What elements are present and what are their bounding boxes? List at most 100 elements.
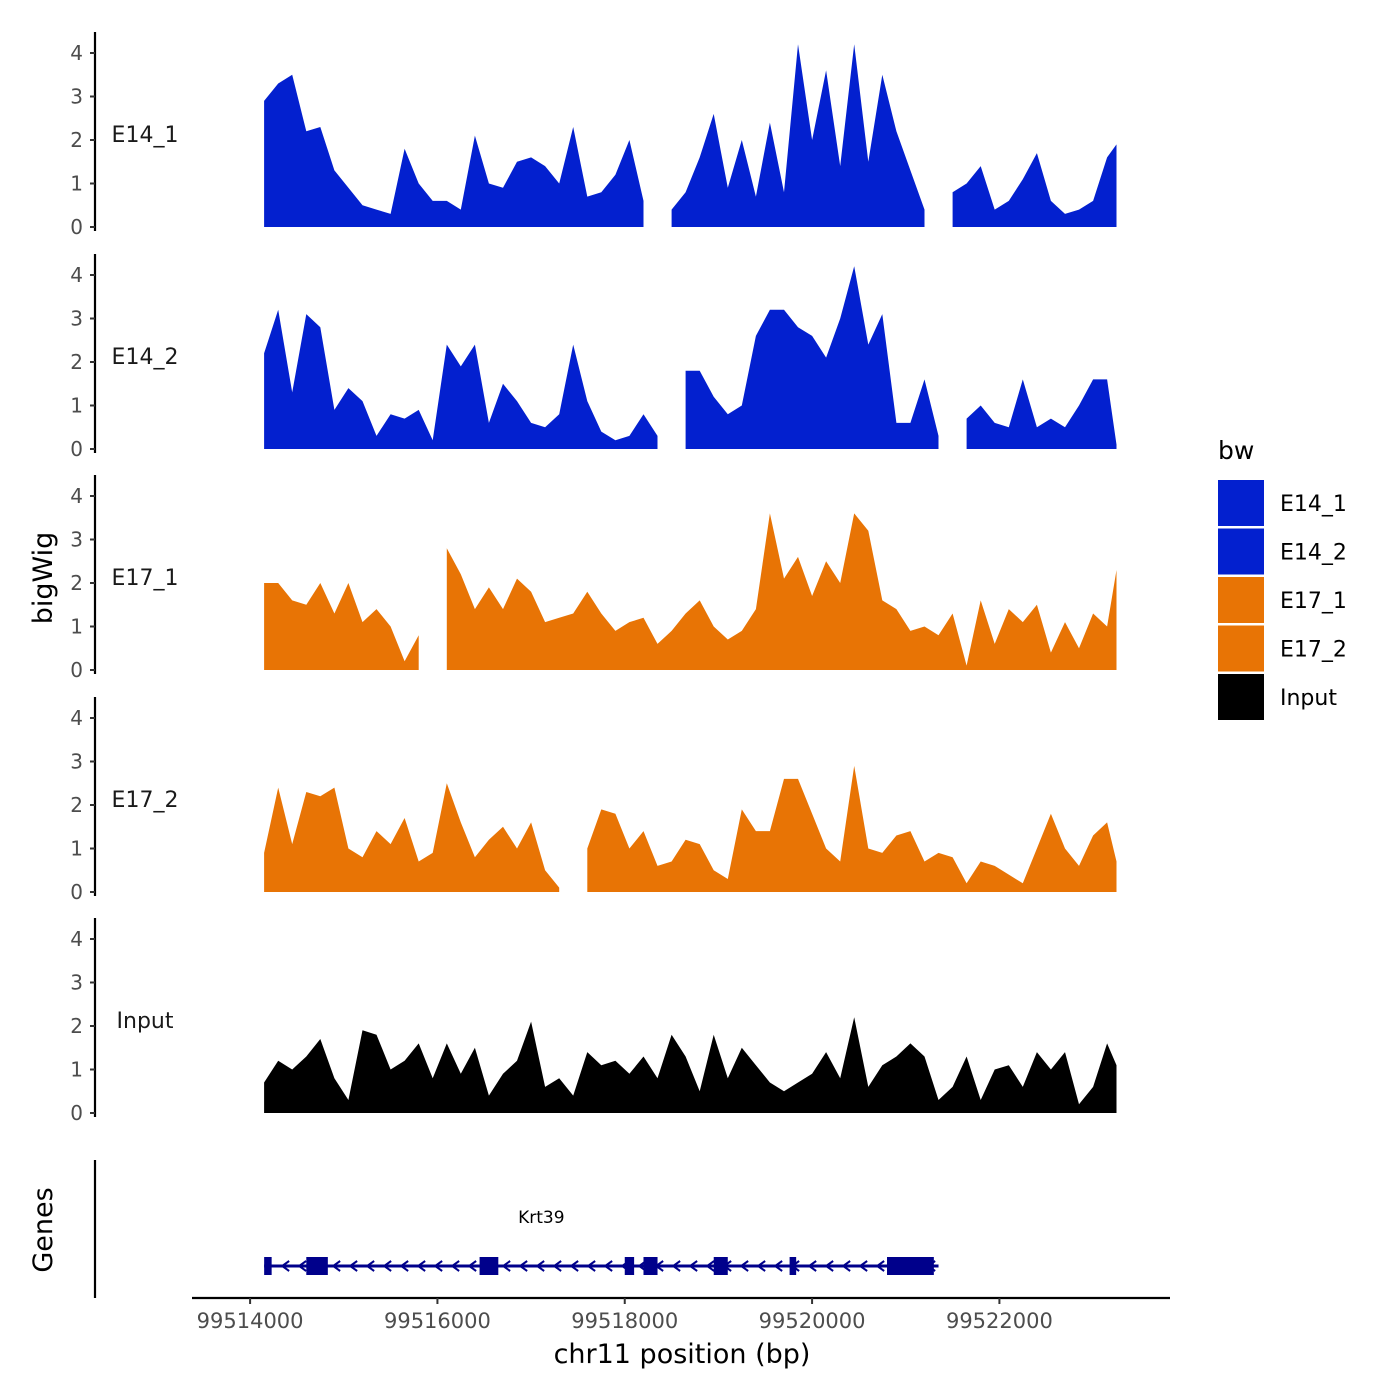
track-label: E14_1 xyxy=(112,123,179,148)
track-label: Input xyxy=(117,1009,174,1034)
y-tick-label: 4 xyxy=(70,41,83,65)
signal-area xyxy=(264,1017,1117,1113)
strand-arrow xyxy=(773,1260,783,1272)
strand-arrow xyxy=(399,1260,409,1272)
y-tick-label: 1 xyxy=(70,1058,83,1082)
track-e17-1: 0 1 2 3 4 E17_1 xyxy=(70,475,1117,682)
signal-area xyxy=(446,513,1117,670)
y-tick-label: 3 xyxy=(70,750,83,774)
signal-area xyxy=(966,379,1117,449)
strand-arrow xyxy=(280,1260,290,1272)
strand-arrow xyxy=(433,1260,443,1272)
strand-arrow xyxy=(739,1260,749,1272)
strand-arrow xyxy=(416,1260,426,1272)
x-tick-label: 99516000 xyxy=(384,1309,491,1333)
strand-arrow xyxy=(824,1260,834,1272)
strand-arrow xyxy=(586,1260,596,1272)
signal-area xyxy=(587,765,1117,892)
signal-area xyxy=(671,44,925,227)
strand-arrow xyxy=(705,1260,715,1272)
strand-arrow xyxy=(518,1260,528,1272)
tracks-group: 0 1 2 3 4 E14_1 0 1 2 3 4 E14_2 0 1 2 3 4 E17_1 0 1 2 3 4 E17_2… xyxy=(70,32,1117,1125)
y-tick-label: 4 xyxy=(70,927,83,951)
track-label: E17_1 xyxy=(112,566,179,591)
strand-arrow xyxy=(382,1260,392,1272)
legend-swatch xyxy=(1218,674,1264,720)
x-axis-title: chr11 position (bp) xyxy=(554,1339,811,1370)
strand-arrow xyxy=(450,1260,460,1272)
strand-arrow xyxy=(858,1260,868,1272)
strand-arrow xyxy=(841,1260,851,1272)
x-tick-label: 99520000 xyxy=(759,1309,866,1333)
strand-arrow xyxy=(671,1260,681,1272)
strand-arrow xyxy=(756,1260,766,1272)
signal-area xyxy=(264,583,419,670)
strand-arrow xyxy=(535,1260,545,1272)
exon xyxy=(789,1257,797,1275)
legend-swatch xyxy=(1218,625,1264,672)
track-e14-1: 0 1 2 3 4 E14_1 xyxy=(70,32,1117,239)
track-label: E14_2 xyxy=(112,345,179,370)
y-tick-label: 4 xyxy=(70,706,83,730)
legend-title: bw xyxy=(1218,436,1254,465)
y-tick-label: 3 xyxy=(70,85,83,109)
legend-swatch xyxy=(1218,577,1264,623)
legend-label: E17_2 xyxy=(1280,638,1347,663)
exon xyxy=(887,1257,934,1275)
y-tick-label: 3 xyxy=(70,971,83,995)
signal-area xyxy=(264,309,658,449)
strand-arrow xyxy=(688,1260,698,1272)
y-tick-label: 0 xyxy=(70,215,83,239)
legend-label: Input xyxy=(1280,686,1337,711)
y-tick-label: 1 xyxy=(70,837,83,861)
y-axis-title: bigWig xyxy=(28,532,59,625)
legend-label: E14_2 xyxy=(1280,541,1347,566)
y-tick-label: 1 xyxy=(70,615,83,639)
exon xyxy=(479,1257,499,1275)
strand-arrow xyxy=(348,1260,358,1272)
genes-axis-title: Genes xyxy=(28,1187,59,1272)
exon xyxy=(624,1257,635,1275)
signal-area xyxy=(952,144,1117,227)
legend-swatch xyxy=(1218,480,1264,526)
y-tick-label: 0 xyxy=(70,1101,83,1125)
strand-arrow xyxy=(467,1260,477,1272)
y-tick-label: 3 xyxy=(70,528,83,552)
x-tick-label: 99522000 xyxy=(946,1309,1053,1333)
strand-arrow xyxy=(331,1260,341,1272)
signal-area xyxy=(264,74,644,227)
signal-area xyxy=(264,783,560,892)
x-axis: 99514000 99516000 99518000 99520000 99522000 xyxy=(192,1296,1170,1333)
y-tick-label: 3 xyxy=(70,307,83,331)
gene-panel: Krt39 xyxy=(93,1160,939,1298)
strand-arrow xyxy=(807,1260,817,1272)
strand-arrow xyxy=(501,1260,511,1272)
y-tick-label: 2 xyxy=(70,571,83,595)
strand-arrow xyxy=(297,1260,307,1272)
strand-arrow xyxy=(569,1260,579,1272)
exon xyxy=(643,1257,658,1275)
y-tick-label: 0 xyxy=(70,437,83,461)
y-tick-label: 2 xyxy=(70,1014,83,1038)
signal-area xyxy=(685,266,939,449)
track-e17-2: 0 1 2 3 4 E17_2 xyxy=(70,697,1117,904)
y-tick-label: 0 xyxy=(70,658,83,682)
y-tick-label: 2 xyxy=(70,350,83,374)
y-tick-label: 0 xyxy=(70,880,83,904)
y-tick-label: 1 xyxy=(70,172,83,196)
legend-label: E14_1 xyxy=(1280,492,1347,517)
track-label: E17_2 xyxy=(112,788,179,813)
y-tick-label: 1 xyxy=(70,394,83,418)
y-tick-label: 4 xyxy=(70,484,83,508)
x-tick-label: 99514000 xyxy=(197,1309,304,1333)
legend-swatch xyxy=(1218,528,1264,575)
legend-label: E17_1 xyxy=(1280,589,1347,614)
exon xyxy=(306,1257,328,1275)
x-tick-label: 99518000 xyxy=(571,1309,678,1333)
y-tick-label: 2 xyxy=(70,128,83,152)
strand-arrow xyxy=(365,1260,375,1272)
y-tick-label: 2 xyxy=(70,793,83,817)
exon xyxy=(713,1257,728,1275)
legend: bw E14_1 E14_2 E17_1 E17_2 Input xyxy=(1218,436,1347,720)
